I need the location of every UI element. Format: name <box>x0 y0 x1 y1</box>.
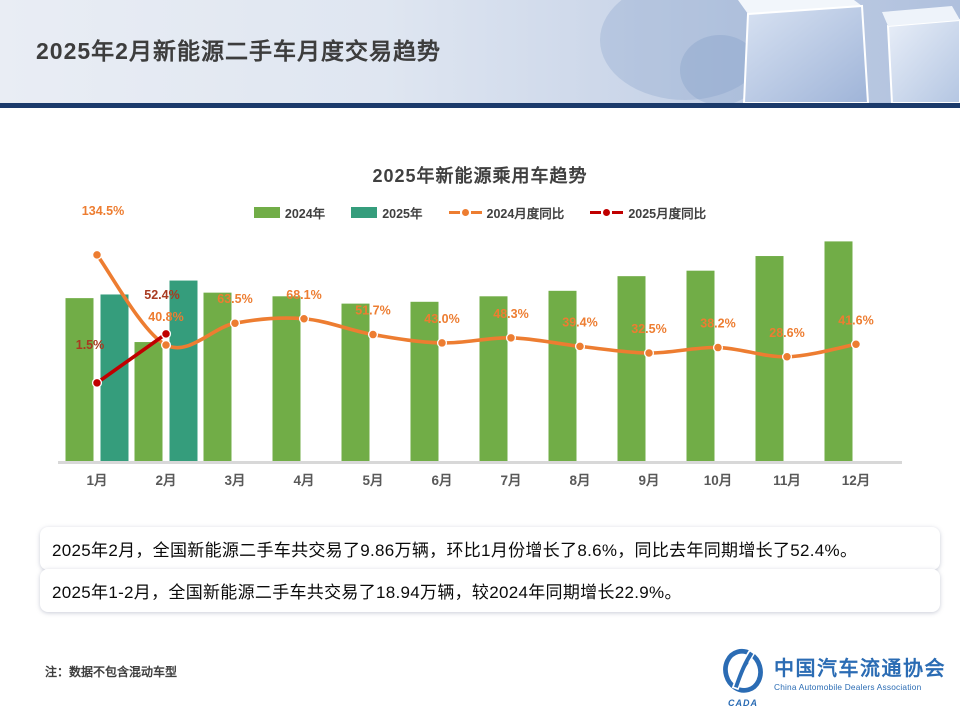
x-tick-label: 2月 <box>155 473 176 488</box>
line-point-2024月度同比-2月 <box>160 339 172 351</box>
map-blob <box>680 35 760 103</box>
bar-2024年-9月 <box>617 276 646 461</box>
legend-line-icon <box>590 209 624 216</box>
slide-header: 2025年2月新能源二手车月度交易趋势 <box>0 0 960 103</box>
legend-line-icon <box>448 209 482 216</box>
chart-plot-area: 1月 2月 3月 4月 5月 6月 7月 8月 9月 10月 11月 12月 134.5% 40.8% 63… <box>40 190 920 500</box>
line-point-2024月度同比-7月 <box>505 332 517 343</box>
header-divider <box>0 103 960 108</box>
x-tick-label: 9月 <box>638 473 659 488</box>
line-point-2024月度同比-9月 <box>643 347 655 359</box>
cube-top-face <box>738 0 862 14</box>
legend-swatch-icon <box>351 207 378 218</box>
page-title: 2025年2月新能源二手车月度交易趋势 <box>36 38 441 64</box>
line-point-2025月度同比-1月 <box>91 377 103 388</box>
x-tick-label: 1月 <box>86 473 107 488</box>
cada-name-en: China Automobile Dealers Association <box>774 682 922 692</box>
map-blob <box>600 0 770 100</box>
legend-item: 2024年 <box>253 203 326 222</box>
bar-2024年-10月 <box>686 270 715 461</box>
data-label-2024月度同比-8月: 39.4% <box>562 315 597 329</box>
data-label-2024月度同比-5月: 51.7% <box>355 304 390 318</box>
data-label-2024月度同比-6月: 43.0% <box>424 312 459 326</box>
cada-name-cn: 中国汽车流通协会 <box>774 658 946 680</box>
x-tick-label: 6月 <box>431 473 452 488</box>
x-tick-label: 12月 <box>842 473 871 488</box>
cada-logo-text: 中国汽车流通协会 China Automobile Dealers Associ… <box>774 652 946 692</box>
bar-2024年-1月 <box>65 298 94 461</box>
summary-paragraph-feb: 2025年2月，全国新能源二手车共交易了9.86万辆，环比1月份增长了8.6%，… <box>40 527 940 570</box>
data-label-2025月度同比-2月: 52.4% <box>144 288 179 302</box>
data-label-2024月度同比-11月: 28.6% <box>769 326 804 340</box>
bar-2024年-2月 <box>134 342 163 461</box>
bar-2024年-7月 <box>479 296 508 461</box>
chart-title: 2025年新能源乘用车趋势 <box>372 166 588 186</box>
x-tick-label: 4月 <box>293 473 314 488</box>
legend-item: 2025月度同比 <box>590 203 706 222</box>
line-point-2024月度同比-4月 <box>298 313 310 324</box>
data-label-2024月度同比-10月: 38.2% <box>700 317 735 331</box>
cada-abbr: CADA <box>728 698 758 708</box>
data-label-2024月度同比-2月: 40.8% <box>148 310 183 324</box>
footnote: 注：数据不包含混动车型 <box>45 665 178 679</box>
cada-logo: CADA 中国汽车流通协会 China Automobile Dealers A… <box>719 648 946 708</box>
x-tick-label: 8月 <box>569 473 590 488</box>
line-point-2024月度同比-1月 <box>91 249 103 260</box>
legend-label: 2025月度同比 <box>628 207 707 221</box>
chart-legend: 2024年 2025年 2024月度同比 2025月度同比 <box>0 203 960 222</box>
line-point-2024月度同比-10月 <box>712 342 724 353</box>
data-label-2024月度同比-12月: 41.6% <box>838 313 873 327</box>
bar-2024年-3月 <box>203 292 232 461</box>
legend-item: 2024月度同比 <box>448 203 565 222</box>
line-point-2024月度同比-6月 <box>436 337 448 348</box>
x-tick-label: 7月 <box>500 473 521 488</box>
bar-2024年-8月 <box>548 290 577 461</box>
bar-2024年-4月 <box>272 296 301 461</box>
legend-label: 2024月度同比 <box>486 207 565 221</box>
x-tick-label: 10月 <box>704 473 733 488</box>
data-label-2024月度同比-3月: 63.5% <box>217 292 252 306</box>
data-label-2024月度同比-4月: 68.1% <box>286 288 321 302</box>
data-label-2024月度同比-1月: 134.5% <box>82 204 124 218</box>
line-point-2024月度同比-12月 <box>850 339 862 350</box>
legend-item: 2025年 <box>351 203 423 222</box>
line-point-2024月度同比-3月 <box>229 318 241 329</box>
legend-swatch-icon <box>253 207 280 218</box>
bar-2025年-2月 <box>169 280 198 461</box>
cube-top-face <box>882 6 960 26</box>
x-tick-label: 11月 <box>773 473 801 488</box>
bar-2024年-6月 <box>410 301 439 461</box>
data-label-2025月度同比-1月: 1.5% <box>76 338 105 352</box>
bar-2024年-11月 <box>755 256 784 461</box>
cube-front-face <box>742 4 870 103</box>
x-tick-label: 3月 <box>224 473 245 488</box>
chart-plot: 1月 2月 3月 4月 5月 6月 7月 8月 9月 10月 11月 12月 134.5% 40.8% 63… <box>58 204 902 488</box>
line-2025月度同比 <box>95 332 168 385</box>
legend-label: 2024年 <box>284 207 326 221</box>
cada-logo-icon-box: CADA <box>719 648 767 708</box>
header-cubes-decoration <box>600 0 960 103</box>
data-label-2024月度同比-7月: 48.3% <box>493 307 528 321</box>
line-point-2024月度同比-11月 <box>781 351 793 362</box>
line-point-2024月度同比-8月 <box>574 341 586 352</box>
cube-front-face <box>886 18 960 103</box>
line-point-2025月度同比-2月 <box>160 328 172 339</box>
summary-paragraph-ytd: 2025年1-2月，全国新能源二手车共交易了18.94万辆，较2024年同期增长… <box>40 569 940 612</box>
x-tick-label: 5月 <box>362 473 383 488</box>
legend-label: 2025年 <box>382 207 423 221</box>
cada-swoosh-icon <box>723 648 763 693</box>
data-label-2024月度同比-9月: 32.5% <box>631 322 666 336</box>
line-point-2024月度同比-5月 <box>367 329 379 340</box>
